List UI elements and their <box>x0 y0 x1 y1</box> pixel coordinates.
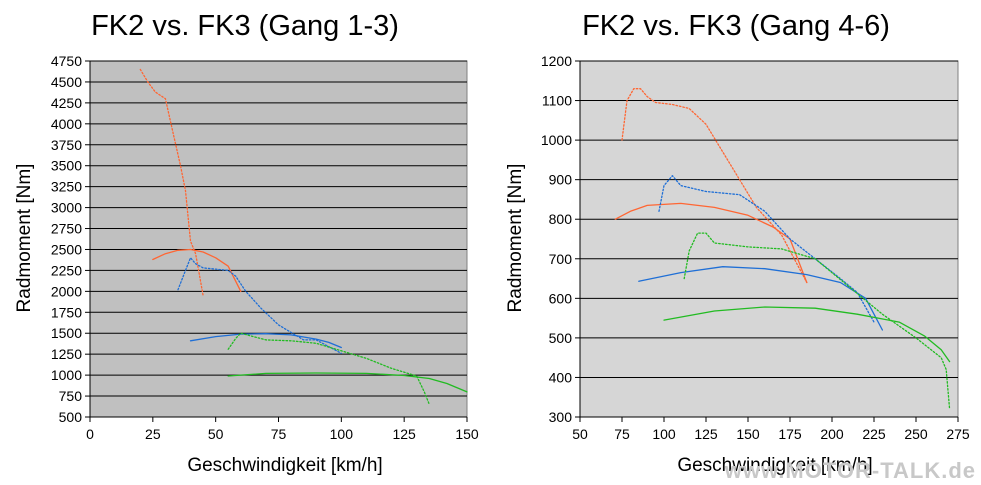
series-line-2 <box>614 202 808 284</box>
plot-background <box>89 60 468 418</box>
x-tick-label: 125 <box>392 426 416 442</box>
y-tick-label: 2250 <box>51 262 82 278</box>
y-tick-label: 1200 <box>541 53 572 69</box>
y-tick-label: 1100 <box>542 93 572 109</box>
y-tick-label: 500 <box>59 409 83 425</box>
series-line-1 <box>139 68 204 297</box>
x-tick-label: 50 <box>208 426 224 442</box>
y-tick-label: 3000 <box>51 200 82 216</box>
y-tick-label: 1750 <box>51 304 82 320</box>
series-line-1 <box>621 88 808 284</box>
x-tick-label: 250 <box>904 426 928 442</box>
chart-title: FK2 vs. FK3 (Gang 1-3) <box>91 10 399 42</box>
y-axis-label: Radmoment [Nm] <box>505 164 526 313</box>
x-tick-label: 0 <box>86 426 94 442</box>
series-line-5 <box>227 332 430 406</box>
x-axis-label: Geschwindigkeit [km/h] <box>187 455 382 476</box>
y-tick-label: 900 <box>549 172 573 188</box>
series-line-3 <box>658 175 875 323</box>
y-tick-label: 700 <box>549 251 573 267</box>
y-tick-label: 2500 <box>51 241 82 257</box>
x-tick-label: 100 <box>330 426 354 442</box>
plot-area: 300 400 500 600 700 800 900 1000 1100 1200 50 75 100… <box>541 53 970 442</box>
y-tick-label: 750 <box>59 388 83 404</box>
y-tick-label: 4250 <box>51 95 82 111</box>
series-line-4 <box>189 333 342 349</box>
x-tick-label: 75 <box>271 426 287 442</box>
x-tick-label: 275 <box>946 426 970 442</box>
watermark-text: www.MOTOR-TALK.de <box>724 458 976 483</box>
x-tick-label: 225 <box>862 426 886 442</box>
y-tick-label: 1500 <box>51 325 82 341</box>
series-line-4 <box>638 266 884 331</box>
y-tick-label: 1000 <box>541 132 572 148</box>
y-tick-label: 3250 <box>51 179 82 195</box>
y-tick-label: 2750 <box>51 221 82 237</box>
y-tick-label: 600 <box>549 290 573 306</box>
chart-title: FK2 vs. FK3 (Gang 4-6) <box>582 10 890 42</box>
y-tick-label: 400 <box>549 369 573 385</box>
y-tick-label: 3500 <box>51 158 82 174</box>
x-tick-label: 175 <box>778 426 802 442</box>
y-tick-label: 3750 <box>51 137 82 153</box>
y-tick-label: 4000 <box>51 116 82 132</box>
y-tick-label: 4750 <box>51 53 82 69</box>
chart-gang-1-3: FK2 vs. FK3 (Gang 1-3) Radmoment [Nm] Ge… <box>14 10 479 476</box>
x-axis-label: Geschwindigkeit [km/h] <box>677 455 872 476</box>
series-line-6 <box>227 372 468 393</box>
x-tick-label: 150 <box>736 426 760 442</box>
y-tick-label: 500 <box>549 330 573 346</box>
x-tick-label: 125 <box>694 426 718 442</box>
x-tick-label: 25 <box>145 426 161 442</box>
plot-area: 5007501000125015001750200022502500275030… <box>51 53 479 442</box>
y-tick-label: 1000 <box>51 367 82 383</box>
x-tick-label: 100 <box>652 426 676 442</box>
y-tick-label: 2000 <box>51 283 82 299</box>
y-axis-label: Radmoment [Nm] <box>14 164 35 313</box>
x-tick-label: 150 <box>455 426 479 442</box>
x-tick-label: 50 <box>572 426 588 442</box>
series-line-3 <box>177 257 342 354</box>
y-tick-label: 1250 <box>51 346 82 362</box>
chart-gang-4-6: FK2 vs. FK3 (Gang 4-6) Radmoment [Nm] Ge… <box>505 10 970 476</box>
series-line-6 <box>663 306 951 363</box>
series-line-2 <box>152 248 242 293</box>
x-tick-label: 75 <box>614 426 630 442</box>
y-tick-label: 4500 <box>51 74 82 90</box>
y-tick-label: 800 <box>549 211 573 227</box>
series-line-5 <box>683 232 951 410</box>
plot-background <box>579 60 959 418</box>
x-tick-label: 200 <box>820 426 844 442</box>
y-tick-label: 300 <box>549 409 573 425</box>
